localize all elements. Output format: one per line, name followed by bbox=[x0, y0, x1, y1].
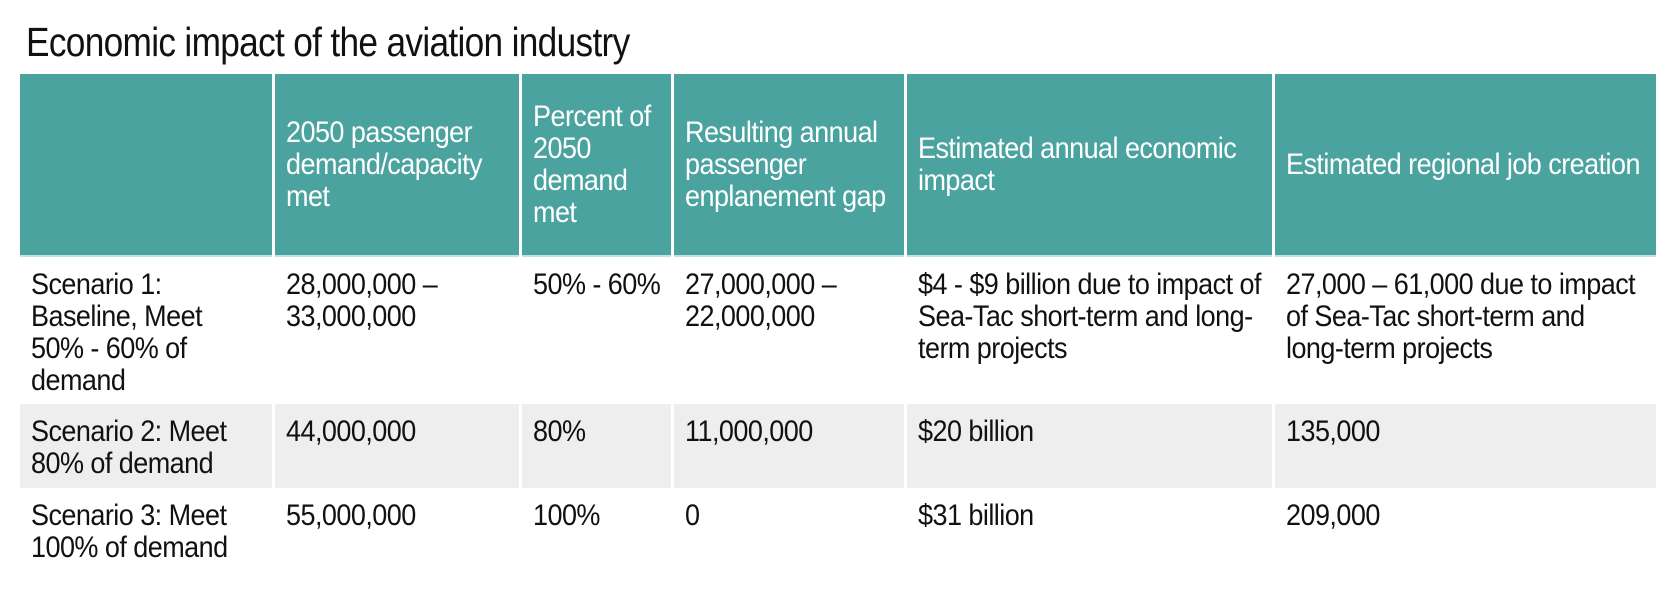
cell-text: 50% - 60% bbox=[532, 268, 661, 301]
header-job-creation: Estimated regional job creation bbox=[1271, 74, 1656, 257]
cell-percent-demand-met: 100% bbox=[518, 488, 672, 572]
cell-text: Scenario 1: Baseline, Meet 50% - 60% of … bbox=[31, 268, 203, 397]
cell-percent-demand-met: 50% - 60% bbox=[518, 256, 672, 404]
cell-text: 55,000,000 bbox=[285, 499, 416, 532]
header-passenger-demand: 2050 passenger demand/capacity met bbox=[271, 74, 520, 257]
cell-text: 27,000,000 – 22,000,000 bbox=[684, 268, 837, 333]
cell-text: $31 billion bbox=[917, 499, 1034, 532]
header-label: Estimated regional job creation bbox=[1285, 147, 1641, 181]
cell-text: 135,000 bbox=[1285, 415, 1380, 448]
cell-text: Scenario 3: Meet 100% of demand bbox=[31, 499, 228, 564]
page-title: Economic impact of the aviation industry bbox=[26, 19, 630, 65]
table-row: Scenario 3: Meet 100% of demand 55,000,0… bbox=[20, 488, 1656, 572]
cell-text: 209,000 bbox=[1285, 499, 1380, 532]
cell-enplanement-gap: 11,000,000 bbox=[670, 404, 905, 488]
cell-job-creation: 135,000 bbox=[1271, 404, 1656, 488]
cell-job-creation: 27,000 – 61,000 due to impact of Sea-Tac… bbox=[1271, 256, 1656, 404]
cell-text: 100% bbox=[532, 499, 600, 532]
cell-scenario: Scenario 3: Meet 100% of demand bbox=[20, 488, 273, 572]
cell-job-creation: 209,000 bbox=[1271, 488, 1656, 572]
header-scenario bbox=[20, 74, 273, 257]
cell-text: 80% bbox=[532, 415, 586, 448]
header-label: 2050 passenger demand/capacity met bbox=[285, 115, 483, 213]
cell-percent-demand-met: 80% bbox=[518, 404, 672, 488]
cell-text: $20 billion bbox=[917, 415, 1034, 448]
cell-scenario: Scenario 2: Meet 80% of demand bbox=[20, 404, 273, 488]
cell-economic-impact: $31 billion bbox=[903, 488, 1273, 572]
cell-economic-impact: $4 - $9 billion due to impact of Sea-Tac… bbox=[903, 256, 1273, 404]
cell-economic-impact: $20 billion bbox=[903, 404, 1273, 488]
cell-text: 44,000,000 bbox=[285, 415, 416, 448]
cell-text: 11,000,000 bbox=[684, 415, 813, 448]
cell-text: 28,000,000 – 33,000,000 bbox=[285, 268, 438, 333]
header-economic-impact: Estimated annual economic impact bbox=[903, 74, 1273, 257]
cell-passenger-demand: 28,000,000 – 33,000,000 bbox=[271, 256, 520, 404]
cell-text: $4 - $9 billion due to impact of Sea-Tac… bbox=[917, 268, 1261, 365]
header-percent-demand-met: Percent of 2050 demand met bbox=[518, 74, 672, 257]
header-label: Resulting annual passenger enplanement g… bbox=[684, 115, 886, 213]
cell-scenario: Scenario 1: Baseline, Meet 50% - 60% of … bbox=[20, 256, 273, 404]
table-header: 2050 passenger demand/capacity met Perce… bbox=[20, 74, 1656, 257]
cell-enplanement-gap: 27,000,000 – 22,000,000 bbox=[670, 256, 905, 404]
table-body: Scenario 1: Baseline, Meet 50% - 60% of … bbox=[20, 256, 1656, 572]
cell-enplanement-gap: 0 bbox=[670, 488, 905, 572]
cell-text: Scenario 2: Meet 80% of demand bbox=[31, 415, 227, 480]
cell-passenger-demand: 55,000,000 bbox=[271, 488, 520, 572]
cell-text: 27,000 – 61,000 due to impact of Sea-Tac… bbox=[1285, 268, 1636, 365]
header-enplanement-gap: Resulting annual passenger enplanement g… bbox=[670, 74, 905, 257]
table-row: Scenario 1: Baseline, Meet 50% - 60% of … bbox=[20, 256, 1656, 404]
economic-impact-table: 2050 passenger demand/capacity met Perce… bbox=[20, 74, 1656, 572]
table-row: Scenario 2: Meet 80% of demand 44,000,00… bbox=[20, 404, 1656, 488]
header-row: 2050 passenger demand/capacity met Perce… bbox=[20, 74, 1656, 257]
cell-text: 0 bbox=[684, 499, 700, 532]
cell-passenger-demand: 44,000,000 bbox=[271, 404, 520, 488]
header-label: Percent of 2050 demand met bbox=[532, 99, 651, 229]
header-label: Estimated annual economic impact bbox=[917, 131, 1237, 197]
